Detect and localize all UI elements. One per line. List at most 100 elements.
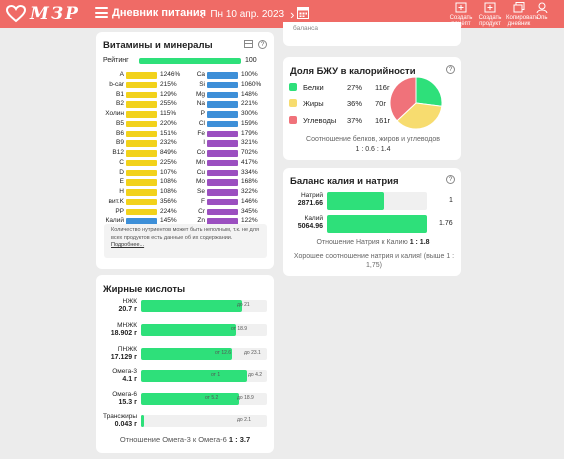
vitamin-name: C xyxy=(119,158,124,166)
table-view-icon[interactable] xyxy=(244,40,253,48)
mineral-percent: 122% xyxy=(241,217,258,225)
app-logo[interactable]: МЗР xyxy=(6,3,80,25)
vitamin-row[interactable]: B1 129% xyxy=(103,91,183,101)
vitamin-row[interactable]: D 107% xyxy=(103,169,183,179)
mineral-bar xyxy=(207,150,238,157)
mineral-percent: 221% xyxy=(241,100,258,108)
prev-day-button[interactable]: ‹ xyxy=(200,6,205,22)
fatty-acid-label: Омега-6 15.3 г xyxy=(103,391,137,406)
mineral-row[interactable]: Ca 100% xyxy=(180,71,268,81)
fatty-acid-amount: 15.3 г xyxy=(118,398,137,406)
mineral-row[interactable]: Cr 345% xyxy=(180,208,268,218)
bju-grams: 116г xyxy=(375,83,390,92)
mineral-row[interactable]: P 300% xyxy=(180,110,268,120)
vitamin-bar xyxy=(126,120,157,128)
vitamin-row[interactable]: H 108% xyxy=(103,188,183,198)
fatty-acid-row[interactable]: МНЖК 18.902 г от 18.9 xyxy=(103,322,268,339)
mineral-row[interactable]: Co 702% xyxy=(180,149,268,159)
vitamin-name: PP xyxy=(115,207,124,215)
fatty-acid-row[interactable]: Трансжиры 0.043 г до 2.1 xyxy=(103,413,268,430)
vitamin-name: D xyxy=(119,168,124,176)
fatty-acid-name: Омега-3 xyxy=(112,368,137,375)
bju-swatch xyxy=(289,83,297,91)
vitamin-bar xyxy=(126,140,157,147)
mineral-bar xyxy=(207,198,238,206)
fatty-acid-label: НЖК 20.7 г xyxy=(103,298,137,313)
mineral-row[interactable]: Si 1060% xyxy=(180,81,268,91)
bju-percent: 27% xyxy=(347,83,363,92)
vitamins-rating: Рейтинг 100 xyxy=(103,56,265,66)
fatty-acid-row[interactable]: НЖК 20.7 г до 21 xyxy=(103,298,268,315)
bju-caption: Соотношение белков, жиров и углеводов xyxy=(306,136,440,143)
vitamin-row[interactable]: B6 151% xyxy=(103,130,183,140)
vitamin-row[interactable]: C 225% xyxy=(103,159,183,169)
vitamin-name: b-car xyxy=(109,80,124,88)
options-button[interactable]: Опь xyxy=(535,2,549,27)
mineral-row[interactable]: Cl 159% xyxy=(180,120,268,130)
pie-slice-Белки[interactable] xyxy=(415,76,443,107)
vitamin-row[interactable]: B5 220% xyxy=(103,120,183,130)
mineral-row[interactable]: Mo 168% xyxy=(180,178,268,188)
mineral-row[interactable]: F 146% xyxy=(180,198,268,208)
mineral-balance-name: Натрий xyxy=(300,192,323,199)
mineral-row[interactable]: Na 221% xyxy=(180,100,268,110)
bju-ratio: 1 : 0.6 : 1.4 xyxy=(355,146,391,153)
mineral-percent: 345% xyxy=(241,207,258,215)
mineral-percent: 146% xyxy=(241,197,258,205)
vitamin-row[interactable]: B2 255% xyxy=(103,100,183,110)
pie-slice-Жиры[interactable] xyxy=(396,102,443,130)
mineral-row[interactable]: Mg 148% xyxy=(180,91,268,101)
mineral-name: Se xyxy=(197,188,205,195)
vitamin-row[interactable]: A 1246% xyxy=(103,71,183,81)
vitamin-name: Калий xyxy=(105,217,124,225)
current-date[interactable]: Пн 10 апр. 2023 xyxy=(210,8,285,20)
vitamin-row[interactable]: B12 849% xyxy=(103,149,183,159)
fatty-acid-fill xyxy=(141,393,240,405)
hamburger-menu-icon[interactable] xyxy=(95,7,108,18)
vitamins-help-icon[interactable]: ? xyxy=(258,40,267,49)
mineral-row[interactable]: Se 322% xyxy=(180,188,268,198)
mineral-percent: 1060% xyxy=(241,80,262,88)
bju-help-icon[interactable]: ? xyxy=(446,65,455,74)
mineral-bar xyxy=(207,189,238,196)
vitamin-bar xyxy=(126,159,157,167)
mineral-row[interactable]: Zn 122% xyxy=(180,217,268,227)
fatty-acid-track: от 12.6 до 23.1 xyxy=(141,348,267,360)
mineral-row[interactable]: Cu 334% xyxy=(180,169,268,179)
create-product-button[interactable]: Создать продукт xyxy=(477,2,503,27)
pie-slice-Углеводы[interactable] xyxy=(389,76,417,122)
mineral-name: P xyxy=(200,110,205,117)
vitamin-bar xyxy=(126,208,157,215)
vitamin-row[interactable]: b-car 215% xyxy=(103,81,183,91)
bju-pie-chart xyxy=(389,76,443,130)
fatty-acid-amount: 4.1 г xyxy=(122,375,137,383)
vitamin-row[interactable]: Калий 145% xyxy=(103,217,183,227)
note-more-link[interactable]: Подробнее... xyxy=(111,242,145,248)
fatty-acid-row[interactable]: Омега-6 15.3 г от 5.2 до 18.9 xyxy=(103,391,268,408)
fatty-acid-row[interactable]: Омега-3 4.1 г от 1 до 4.2 xyxy=(103,368,268,385)
fatty-acid-row[interactable]: ПНЖК 17.129 г от 12.6 до 23.1 xyxy=(103,346,268,363)
max-marker: от 18.9 xyxy=(231,326,248,332)
fatty-acid-name: Омега-6 xyxy=(112,391,137,398)
vitamin-row[interactable]: B9 232% xyxy=(103,139,183,149)
calendar-icon[interactable] xyxy=(297,6,309,19)
vitamin-percent: 232% xyxy=(160,139,177,147)
mineral-row[interactable]: Fe 179% xyxy=(180,130,268,140)
vitamin-row[interactable]: Холин 115% xyxy=(103,110,183,120)
mineral-percent: 702% xyxy=(241,149,258,156)
vitamin-row[interactable]: PP 224% xyxy=(103,208,183,218)
vitamin-name: E xyxy=(119,178,124,186)
omega-ratio: Отношение Омега-3 к Омега-6 1 : 3.7 xyxy=(119,435,251,444)
vitamin-row[interactable]: E 108% xyxy=(103,178,183,188)
copy-diary-button[interactable]: Копировать дневник xyxy=(506,2,538,27)
vitamin-row[interactable]: вит.K 356% xyxy=(103,198,183,208)
mineral-name: Mg xyxy=(195,90,205,98)
mineral-balance-label: Натрий 2871.66 xyxy=(289,192,323,207)
vitamin-percent: 356% xyxy=(160,197,177,205)
mineral-row[interactable]: Mn 417% xyxy=(180,159,268,169)
mineral-row[interactable]: I 321% xyxy=(180,139,268,149)
next-day-button[interactable]: › xyxy=(290,6,295,22)
potassium-help-icon[interactable]: ? xyxy=(446,175,455,184)
mineral-percent: 100% xyxy=(241,71,258,78)
